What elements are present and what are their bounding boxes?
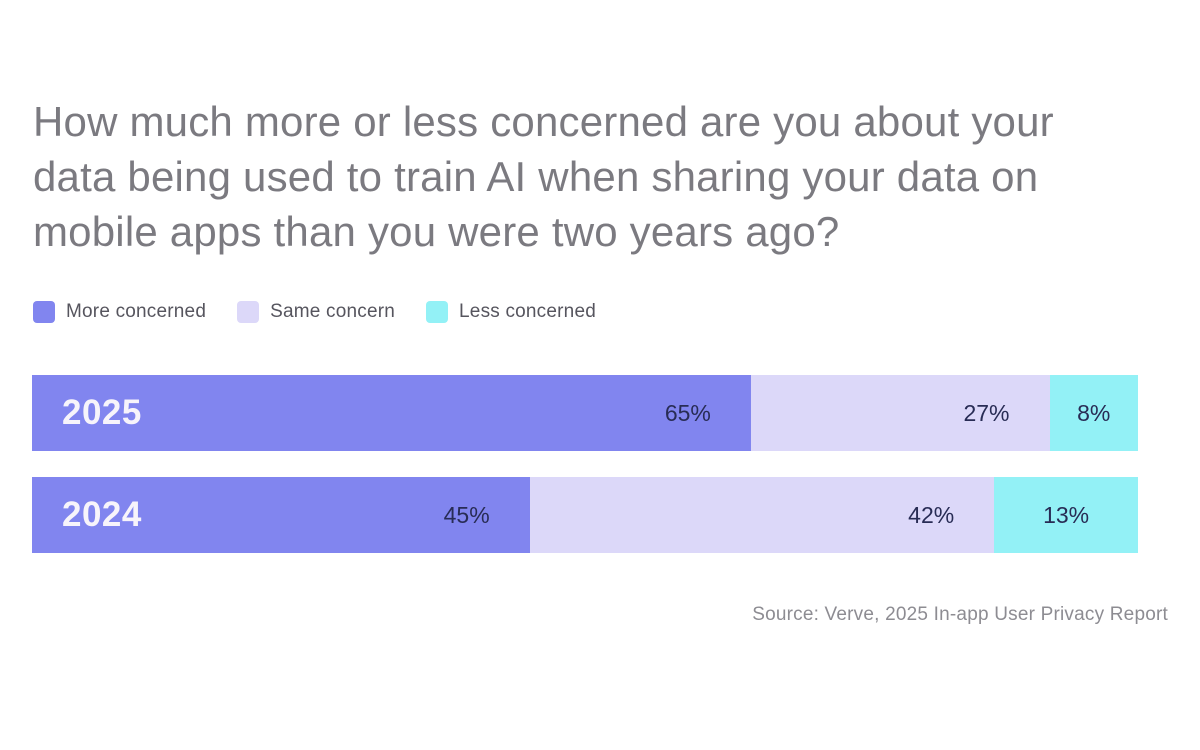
bar-segment: 2024 45% [32,477,530,553]
category-label: 2025 [62,393,142,432]
legend-item: Less concerned [426,301,596,323]
legend-label: More concerned [66,301,207,322]
chart-title: How much more or less concerned are you … [33,98,1054,255]
legend-swatch-icon [237,301,260,323]
source-note: Source: Verve, 2025 In-app User Privacy … [752,604,1168,625]
bar-segment: 8% [1049,375,1138,451]
bar-segment: 42% [529,477,995,553]
bar-segment: 13% [994,477,1138,553]
value-label: 45% [443,501,490,528]
legend-label: Same concern [270,301,396,322]
legend-swatch-icon [426,301,449,323]
value-label: 42% [908,501,955,528]
value-label: 65% [664,399,711,426]
bar-segment: 27% [750,375,1050,451]
legend-item: Same concern [237,301,395,323]
legend-label: Less concerned [459,301,596,322]
legend-swatch-icon [33,301,55,323]
value-label: 8% [1077,399,1111,426]
bar-row-2025: 2025 65% 27% 8% [32,375,1138,451]
bar-segment: 2025 65% [32,375,751,451]
legend-item: More concerned [33,301,206,323]
value-label: 27% [963,399,1010,426]
legend: More concerned Same concern Less concerned [33,301,596,323]
bar-chart: 2025 65% 27% 8% 2024 45% 42% 13% [32,375,1138,553]
bar-row-2024: 2024 45% 42% 13% [32,477,1138,553]
value-label: 13% [1043,501,1090,528]
category-label: 2024 [62,495,142,534]
